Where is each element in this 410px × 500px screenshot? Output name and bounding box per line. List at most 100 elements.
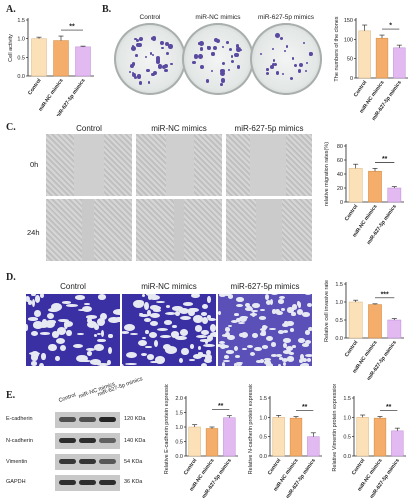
membrane-pore	[236, 361, 244, 365]
membrane-pore	[251, 309, 259, 313]
wound-image-nc-0h	[136, 134, 222, 196]
colony	[152, 70, 158, 76]
band-vim-nc	[79, 459, 96, 464]
membrane-pore	[85, 347, 96, 352]
colony	[294, 64, 298, 68]
colony	[285, 45, 289, 48]
membrane-pore	[39, 362, 44, 366]
colony	[231, 59, 235, 63]
colony	[168, 44, 173, 49]
membrane-pore	[291, 304, 298, 310]
membrane-pore	[304, 329, 311, 335]
size-label-ncad: 140 KDa	[124, 438, 146, 444]
colony	[279, 36, 284, 41]
membrane-pore	[49, 319, 56, 324]
membrane-pore	[97, 318, 106, 326]
membrane-pore	[182, 301, 193, 306]
membrane-pore	[73, 343, 84, 348]
membrane-pore	[86, 321, 97, 329]
colony	[308, 51, 314, 57]
colony	[135, 39, 139, 43]
wound-image-627-24h	[226, 199, 312, 261]
membrane-pore	[144, 329, 149, 335]
transwell-image-nc	[122, 294, 216, 366]
membrane-pore	[290, 328, 295, 332]
membrane-pore	[218, 294, 227, 297]
y-tick-label: 20	[337, 186, 343, 192]
y-tick-label: 0.0	[343, 454, 351, 460]
membrane-pore	[301, 358, 307, 362]
membrane-pore	[140, 353, 147, 357]
membrane-pore	[251, 312, 255, 318]
membrane-pore	[201, 303, 208, 309]
colony	[291, 57, 294, 60]
membrane-pore	[66, 304, 78, 308]
bar-1	[205, 428, 219, 457]
membrane-pore	[307, 326, 312, 331]
colony	[235, 44, 240, 49]
membrane-pore	[76, 354, 88, 362]
size-label-vim: 54 KDa	[124, 459, 143, 465]
colony	[131, 71, 135, 75]
membrane-pore	[123, 323, 136, 331]
membrane-pore	[300, 354, 304, 360]
membrane-pore	[204, 341, 209, 345]
panel-label-a: A.	[6, 4, 16, 15]
y-tick-label: 0.5	[343, 435, 351, 441]
chart-ncadherin: 0.0 0.5 1.0 1.5 Relative N-cadherin protein …	[248, 384, 322, 498]
membrane-pore	[202, 317, 209, 324]
membrane-pore	[40, 332, 50, 335]
membrane-pore	[199, 354, 207, 358]
membrane-pore	[194, 325, 203, 332]
membrane-pore	[163, 320, 173, 326]
bar-2	[391, 430, 404, 457]
membrane-pore	[193, 314, 204, 323]
y-tick-label: 40	[337, 172, 343, 178]
membrane-pore	[57, 319, 70, 323]
category-label: Control	[344, 339, 360, 358]
colony	[220, 69, 225, 74]
membrane-pore	[260, 327, 266, 331]
membrane-pore	[31, 361, 37, 366]
membrane-pore	[44, 320, 56, 329]
row-label-24h: 24h	[27, 228, 40, 237]
bar-0	[348, 301, 363, 339]
membrane-pore	[122, 363, 124, 366]
panel-label-c: C.	[6, 122, 16, 133]
membrane-pore	[271, 354, 277, 358]
bar-2	[307, 436, 320, 457]
bar-0	[358, 30, 371, 79]
membrane-pore	[41, 353, 46, 360]
colony	[234, 52, 239, 58]
colony	[221, 73, 224, 76]
colony	[220, 71, 225, 77]
colony	[236, 46, 241, 52]
colony	[213, 37, 219, 43]
colony	[271, 62, 276, 67]
membrane-pore	[269, 327, 277, 331]
membrane-pore	[261, 345, 269, 350]
transwell-image-control	[26, 294, 120, 366]
membrane-pore	[226, 350, 234, 354]
y-axis-label: Relative Vimentin protein expression	[332, 384, 338, 472]
bar-0	[31, 38, 47, 77]
membrane-pore	[26, 296, 31, 303]
colony	[259, 52, 263, 55]
membrane-pore	[125, 352, 137, 359]
colony	[274, 62, 278, 66]
colony	[138, 81, 143, 85]
membrane-pore	[133, 300, 145, 309]
membrane-pore	[301, 363, 309, 366]
colony	[225, 40, 229, 44]
colony	[236, 65, 241, 69]
wound-image-nc-24h	[136, 199, 222, 261]
colony	[161, 46, 164, 50]
colony	[133, 75, 137, 79]
membrane-pore	[31, 299, 35, 308]
membrane-pore	[122, 331, 130, 334]
y-tick-label: 0.5	[259, 435, 267, 441]
membrane-pore	[296, 309, 303, 316]
y-tick-label: 100	[344, 37, 353, 43]
membrane-pore	[198, 352, 203, 355]
